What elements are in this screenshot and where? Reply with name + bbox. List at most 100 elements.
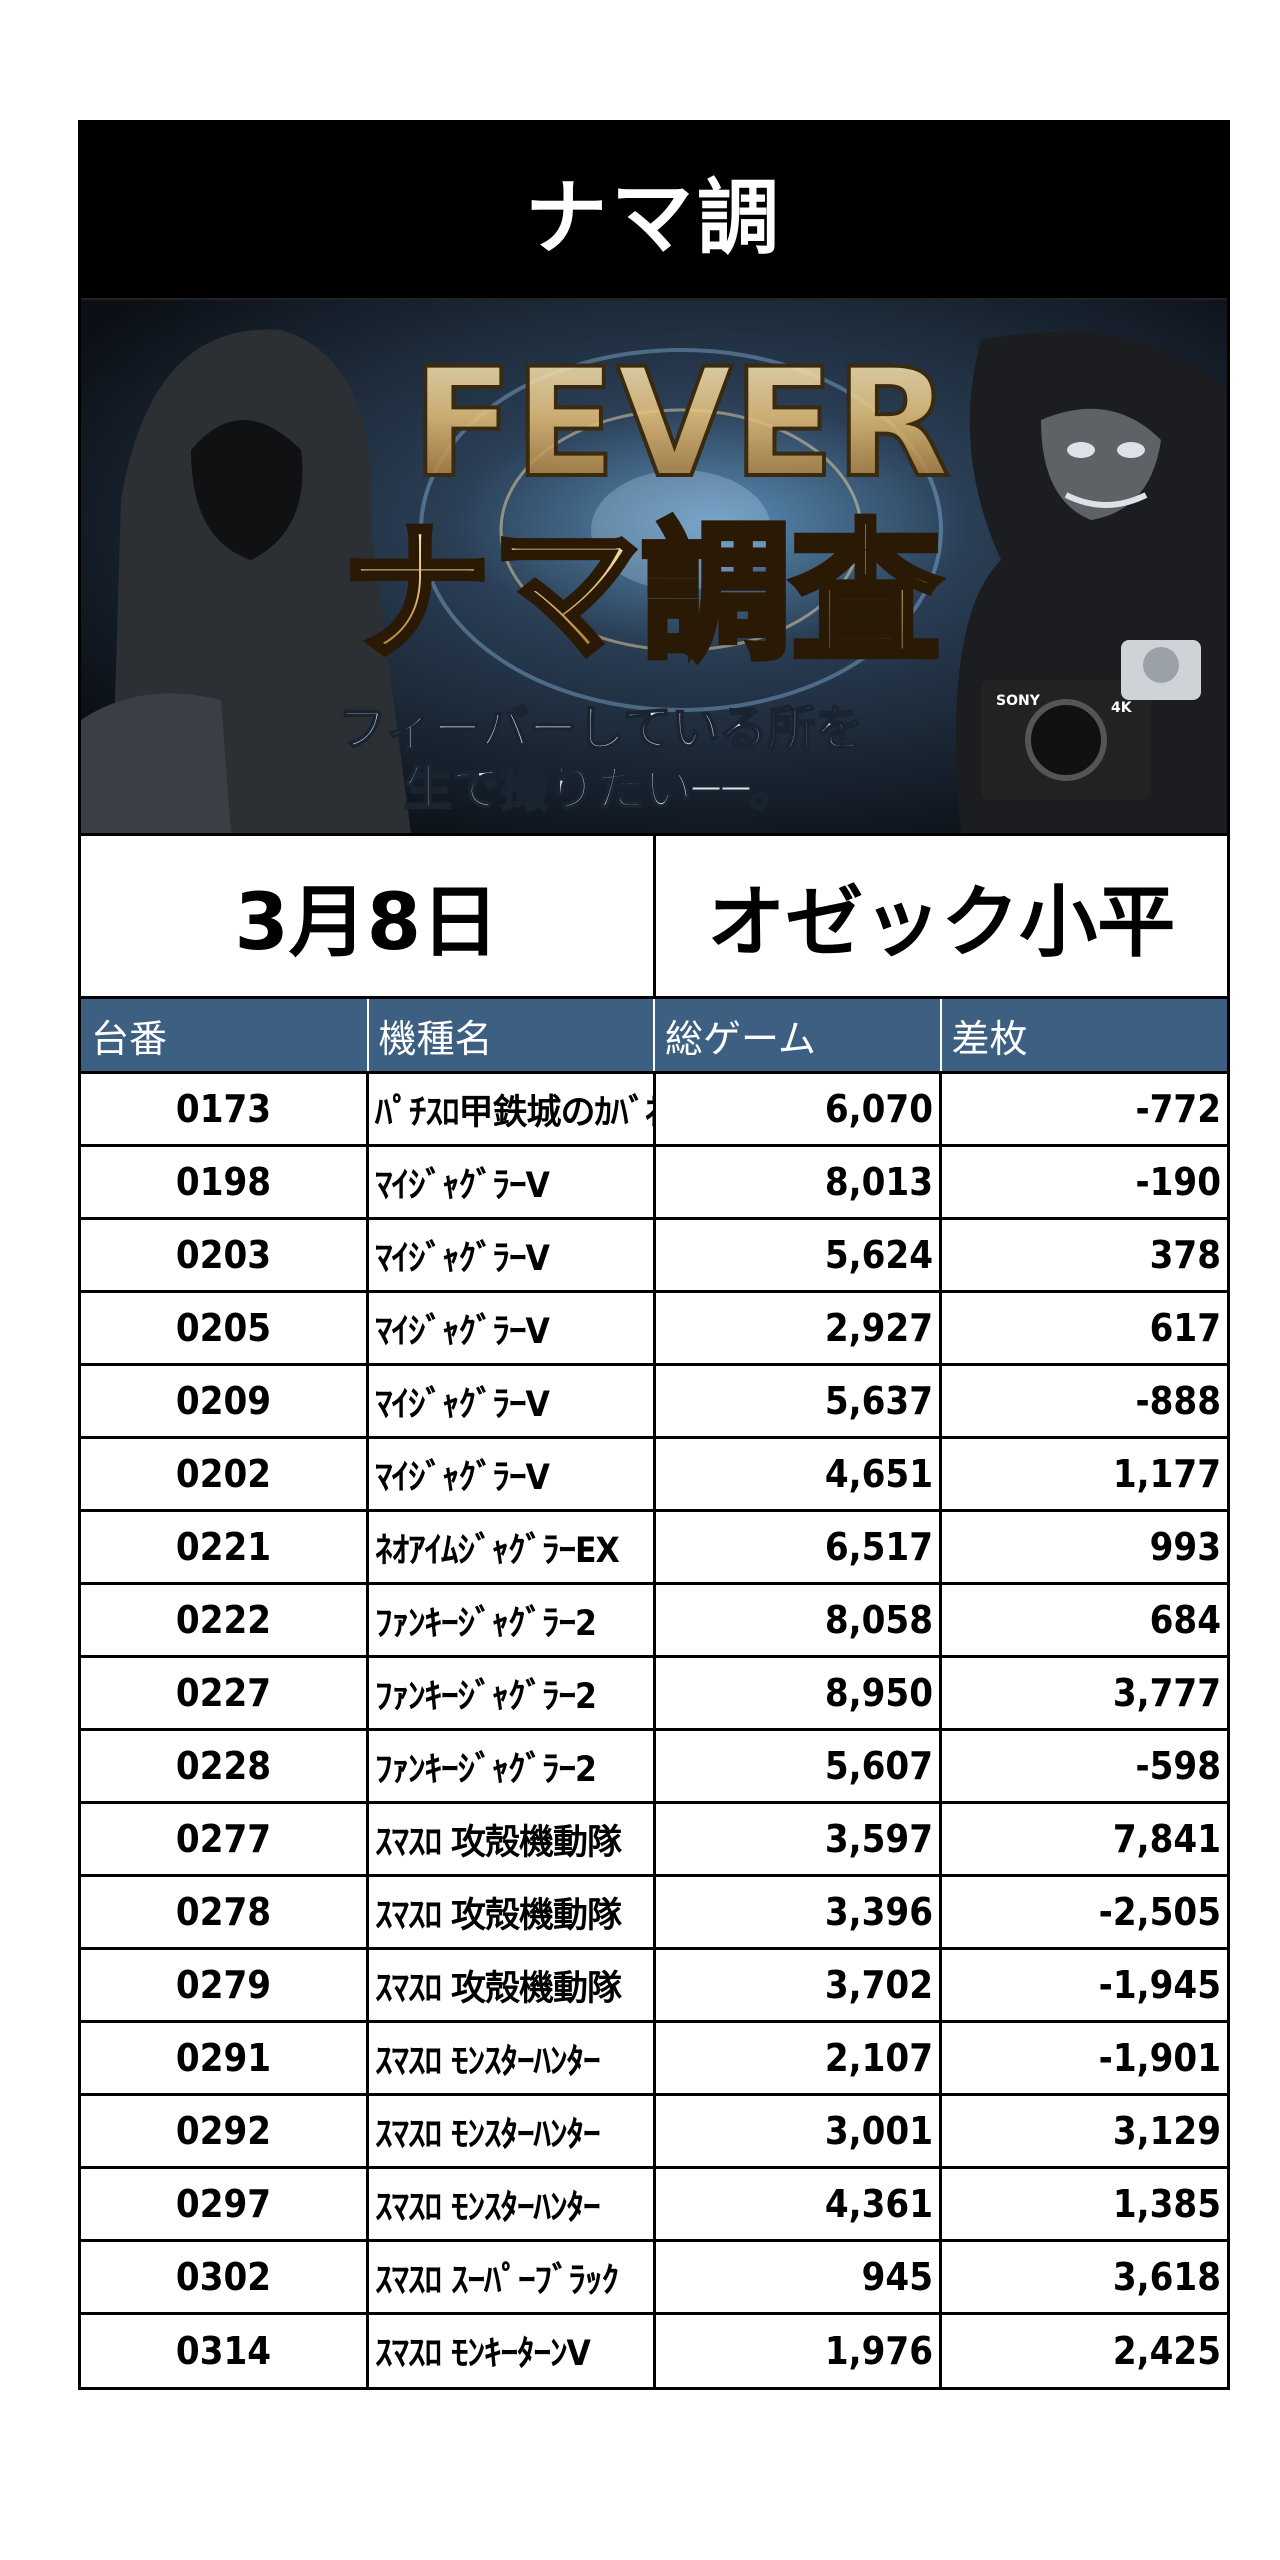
model-name-cell: ｽﾏｽﾛ 攻殻機動隊 — [366, 1874, 654, 1949]
banner-heading-jp: ナマ調査 — [341, 507, 941, 681]
total-games-cell: 3,001 — [652, 2093, 941, 2168]
model-name-cell: ｽﾏｽﾛ ﾓﾝｽﾀｰﾊﾝﾀｰ — [366, 2166, 654, 2241]
coin-difference-cell: -190 — [939, 1144, 1227, 1219]
table-row: 0277 ｽﾏｽﾛ 攻殻機動隊 3,597 7,841 — [81, 1801, 1227, 1876]
total-games-cell: 945 — [652, 2239, 941, 2314]
table-row: 0203 ﾏｲｼﾞｬｸﾞﾗｰV 5,624 378 — [81, 1217, 1227, 1292]
header-machine-number: 台番 — [81, 999, 368, 1073]
machine-number-cell: 0297 — [81, 2166, 368, 2241]
model-name-cell: ﾌｧﾝｷｰｼﾞｬｸﾞﾗｰ2 — [366, 1582, 654, 1657]
coin-difference-cell: -1,901 — [939, 2020, 1227, 2095]
model-name-cell: ｽﾏｽﾛ 攻殻機動隊 — [366, 1947, 654, 2022]
total-games-cell: 2,927 — [652, 1290, 941, 1365]
table-row: 0291 ｽﾏｽﾛ ﾓﾝｽﾀｰﾊﾝﾀｰ 2,107 -1,901 — [81, 2020, 1227, 2095]
model-name-cell: ｽﾏｽﾛ ﾓﾝｷｰﾀｰﾝV — [366, 2312, 654, 2387]
machine-number-cell: 0203 — [81, 1217, 368, 1292]
coin-difference-cell: 1,385 — [939, 2166, 1227, 2241]
machine-number-cell: 0222 — [81, 1582, 368, 1657]
table-header-row: 台番 機種名 総ゲーム 差枚 — [81, 999, 1227, 1073]
table-row: 0198 ﾏｲｼﾞｬｸﾞﾗｰV 8,013 -190 — [81, 1144, 1227, 1219]
banner-tagline-line2: 生で撮りたい──。 — [404, 761, 798, 817]
model-name-cell: ﾊﾟﾁｽﾛ甲鉄城のｶﾊﾞﾈﾘ — [366, 1071, 654, 1146]
table-row: 0314 ｽﾏｽﾛ ﾓﾝｷｰﾀｰﾝV 1,976 2,425 — [81, 2312, 1227, 2387]
machine-number-cell: 0205 — [81, 1290, 368, 1365]
model-name-cell: ｽﾏｽﾛ ｽｰﾊﾟｰﾌﾞﾗｯｸ — [366, 2239, 654, 2314]
machine-number-cell: 0279 — [81, 1947, 368, 2022]
model-name-cell: ﾏｲｼﾞｬｸﾞﾗｰV — [366, 1217, 654, 1292]
camera-badge: 4K — [1111, 700, 1133, 716]
coin-difference-cell: 3,129 — [939, 2093, 1227, 2168]
machine-number-cell: 0198 — [81, 1144, 368, 1219]
model-name-cell: ﾏｲｼﾞｬｸﾞﾗｰV — [366, 1363, 654, 1438]
date-cell: 3月8日 — [234, 878, 500, 968]
coin-difference-cell: -1,945 — [939, 1947, 1227, 2022]
model-name-cell: ﾌｧﾝｷｰｼﾞｬｸﾞﾗｰ2 — [366, 1728, 654, 1803]
total-games-cell: 3,597 — [652, 1801, 941, 1876]
table-row: 0297 ｽﾏｽﾛ ﾓﾝｽﾀｰﾊﾝﾀｰ 4,361 1,385 — [81, 2166, 1227, 2241]
machine-number-cell: 0173 — [81, 1071, 368, 1146]
coin-difference-cell: -772 — [939, 1071, 1227, 1146]
coin-difference-cell: -888 — [939, 1363, 1227, 1438]
store-name-cell: オゼック小平 — [652, 836, 1228, 996]
table-row: 0209 ﾏｲｼﾞｬｸﾞﾗｰV 5,637 -888 — [81, 1363, 1227, 1438]
model-name-cell: ｽﾏｽﾛ ﾓﾝｽﾀｰﾊﾝﾀｰ — [366, 2020, 654, 2095]
header-model-name: 機種名 — [366, 999, 654, 1073]
camera-mascot-image: SONY 4K — [981, 640, 1201, 800]
total-games-cell: 1,976 — [652, 2312, 941, 2387]
machine-number-cell: 0277 — [81, 1801, 368, 1876]
table-row: 0279 ｽﾏｽﾛ 攻殻機動隊 3,702 -1,945 — [81, 1947, 1227, 2022]
table-row: 0227 ﾌｧﾝｷｰｼﾞｬｸﾞﾗｰ2 8,950 3,777 — [81, 1655, 1227, 1730]
header-total-games: 総ゲーム — [653, 999, 941, 1073]
machine-number-cell: 0227 — [81, 1655, 368, 1730]
total-games-cell: 4,651 — [652, 1436, 941, 1511]
model-name-cell: ﾌｧﾝｷｰｼﾞｬｸﾞﾗｰ2 — [366, 1655, 654, 1730]
total-games-cell: 6,517 — [652, 1509, 941, 1584]
table-row: 0221 ﾈｵｱｲﾑｼﾞｬｸﾞﾗｰEX 6,517 993 — [81, 1509, 1227, 1584]
coin-difference-cell: 2,425 — [939, 2312, 1227, 2387]
banner-tagline-line1: フィーバーしている所を — [338, 701, 863, 757]
coin-difference-cell: 378 — [939, 1217, 1227, 1292]
total-games-cell: 8,013 — [652, 1144, 941, 1219]
machine-number-cell: 0228 — [81, 1728, 368, 1803]
table-row: 0228 ﾌｧﾝｷｰｼﾞｬｸﾞﾗｰ2 5,607 -598 — [81, 1728, 1227, 1803]
total-games-cell: 3,396 — [652, 1874, 941, 1949]
banner-heading-en: FEVER — [412, 337, 951, 511]
machine-number-cell: 0221 — [81, 1509, 368, 1584]
model-name-cell: ｽﾏｽﾛ 攻殻機動隊 — [366, 1801, 654, 1876]
total-games-cell: 5,624 — [652, 1217, 941, 1292]
machine-number-cell: 0314 — [81, 2312, 368, 2387]
ranking-sheet: ナマ調 — [78, 120, 1230, 2390]
coin-difference-cell: -598 — [939, 1728, 1227, 1803]
table-row: 0222 ﾌｧﾝｷｰｼﾞｬｸﾞﾗｰ2 8,058 684 — [81, 1582, 1227, 1657]
total-games-cell: 8,950 — [652, 1655, 941, 1730]
coin-difference-cell: 993 — [939, 1509, 1227, 1584]
coin-difference-cell: 3,777 — [939, 1655, 1227, 1730]
total-games-cell: 4,361 — [652, 2166, 941, 2241]
table-row: 0202 ﾏｲｼﾞｬｸﾞﾗｰV 4,651 1,177 — [81, 1436, 1227, 1511]
coin-difference-cell: -2,505 — [939, 1874, 1227, 1949]
table-row: 0302 ｽﾏｽﾛ ｽｰﾊﾟｰﾌﾞﾗｯｸ 945 3,618 — [81, 2239, 1227, 2314]
total-games-cell: 5,607 — [652, 1728, 941, 1803]
model-name-cell: ｽﾏｽﾛ ﾓﾝｽﾀｰﾊﾝﾀｰ — [366, 2093, 654, 2168]
table-row: 0292 ｽﾏｽﾛ ﾓﾝｽﾀｰﾊﾝﾀｰ 3,001 3,129 — [81, 2093, 1227, 2168]
coin-difference-cell: 684 — [939, 1582, 1227, 1657]
header-coin-difference: 差枚 — [939, 999, 1227, 1073]
table-row: 0278 ｽﾏｽﾛ 攻殻機動隊 3,396 -2,505 — [81, 1874, 1227, 1949]
page-title: ナマ調 — [81, 123, 1227, 298]
machine-number-cell: 0302 — [81, 2239, 368, 2314]
table-row: 0205 ﾏｲｼﾞｬｸﾞﾗｰV 2,927 617 — [81, 1290, 1227, 1365]
total-games-cell: 3,702 — [652, 1947, 941, 2022]
coin-difference-cell: 3,618 — [939, 2239, 1227, 2314]
total-games-cell: 5,637 — [652, 1363, 941, 1438]
banner-image: SONY 4K FEVER ナマ調査 フィーバーしている所を 生で撮りたい──。 — [81, 298, 1227, 836]
model-name-cell: ﾏｲｼﾞｬｸﾞﾗｰV — [366, 1436, 654, 1511]
camera-brand: SONY — [996, 693, 1041, 709]
coin-difference-cell: 617 — [939, 1290, 1227, 1365]
machine-number-cell: 0291 — [81, 2020, 368, 2095]
total-games-cell: 2,107 — [652, 2020, 941, 2095]
machine-number-cell: 0278 — [81, 1874, 368, 1949]
results-table: 台番 機種名 総ゲーム 差枚 0173 ﾊﾟﾁｽﾛ甲鉄城のｶﾊﾞﾈﾘ 6,070 -7… — [81, 999, 1227, 2387]
machine-number-cell: 0209 — [81, 1363, 368, 1438]
total-games-cell: 8,058 — [652, 1582, 941, 1657]
hooded-figure-image — [81, 329, 411, 833]
